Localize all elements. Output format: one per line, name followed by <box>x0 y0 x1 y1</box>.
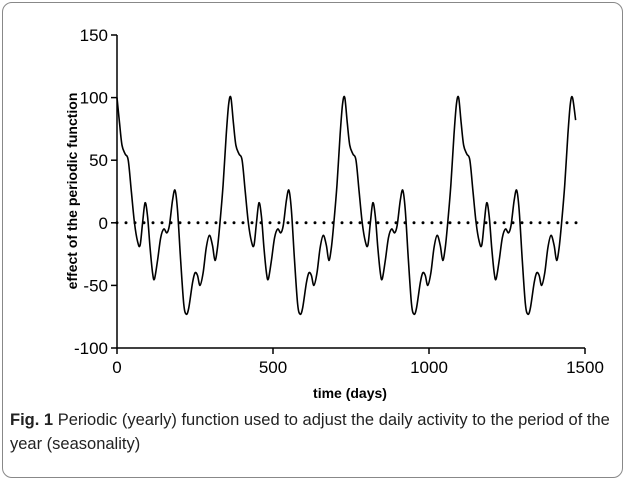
y-tick-label: -50 <box>83 276 108 295</box>
y-axis-title: effect of the periodic function <box>64 93 80 290</box>
x-tick-label: 0 <box>112 358 121 377</box>
data-line <box>116 95 577 316</box>
y-tick-label: -100 <box>74 339 108 358</box>
x-tick-label: 500 <box>259 358 287 377</box>
y-tick-label: 50 <box>89 151 108 170</box>
y-tick-label: 100 <box>80 89 108 108</box>
y-tick-label: 0 <box>99 214 108 233</box>
figure-frame <box>2 2 623 478</box>
caption: Fig. 1 Periodic (yearly) function used t… <box>10 408 615 456</box>
x-tick-label: 1500 <box>566 358 604 377</box>
x-axis-title: time (days) <box>313 385 387 401</box>
chart: time (days) effect of the periodic funct… <box>64 26 604 401</box>
y-tick-label: 150 <box>80 26 108 45</box>
x-tick-label: 1000 <box>410 358 448 377</box>
caption-label: Fig. 1 <box>10 411 54 429</box>
caption-text: Periodic (yearly) function used to adjus… <box>10 411 610 453</box>
